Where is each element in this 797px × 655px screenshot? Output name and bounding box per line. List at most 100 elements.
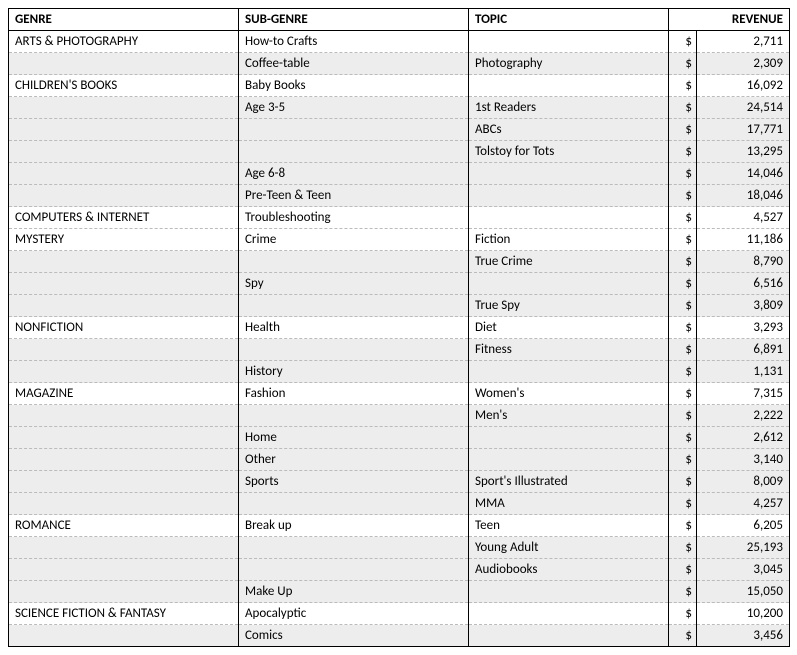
table-row: Fitness$6,891 [9,339,790,361]
cell-revenue: 3,456 [697,625,790,647]
table-row: MYSTERYCrimeFiction$11,186 [9,229,790,251]
cell-revenue: 3,045 [697,559,790,581]
cell-genre [9,97,239,119]
header-topic: TOPIC [469,9,669,31]
cell-genre [9,141,239,163]
cell-revenue: 25,193 [697,537,790,559]
cell-currency: $ [669,163,697,185]
table-row: SportsSport's Illustrated$8,009 [9,471,790,493]
cell-topic: True Spy [469,295,669,317]
cell-currency: $ [669,471,697,493]
cell-topic [469,603,669,625]
cell-genre: SCIENCE FICTION & FANTASY [9,603,239,625]
cell-subgenre: How-to Crafts [239,31,469,53]
cell-topic: Audiobooks [469,559,669,581]
cell-currency: $ [669,559,697,581]
cell-currency: $ [669,339,697,361]
cell-revenue: 2,612 [697,427,790,449]
cell-revenue: 6,891 [697,339,790,361]
cell-currency: $ [669,119,697,141]
table-row: COMPUTERS & INTERNETTroubleshooting$4,52… [9,207,790,229]
table-row: Coffee-tablePhotography$2,309 [9,53,790,75]
cell-subgenre: History [239,361,469,383]
cell-subgenre: Spy [239,273,469,295]
cell-subgenre: Troubleshooting [239,207,469,229]
cell-currency: $ [669,273,697,295]
cell-topic: Tolstoy for Tots [469,141,669,163]
cell-genre [9,537,239,559]
cell-subgenre [239,141,469,163]
cell-subgenre: Pre-Teen & Teen [239,185,469,207]
table-row: Men's$2,222 [9,405,790,427]
cell-topic: Men's [469,405,669,427]
table-row: CHILDREN'S BOOKSBaby Books$16,092 [9,75,790,97]
cell-currency: $ [669,207,697,229]
cell-genre [9,339,239,361]
cell-topic: Fiction [469,229,669,251]
cell-genre [9,559,239,581]
cell-genre [9,405,239,427]
table-row: MAGAZINEFashionWomen's$7,315 [9,383,790,405]
table-row: Make Up$15,050 [9,581,790,603]
cell-genre [9,185,239,207]
cell-topic [469,427,669,449]
cell-revenue: 3,809 [697,295,790,317]
cell-subgenre: Age 3-5 [239,97,469,119]
cell-subgenre [239,339,469,361]
table-row: Other$3,140 [9,449,790,471]
cell-revenue: 6,516 [697,273,790,295]
cell-revenue: 2,711 [697,31,790,53]
cell-genre: MAGAZINE [9,383,239,405]
cell-topic [469,163,669,185]
table-row: Home$2,612 [9,427,790,449]
cell-genre [9,295,239,317]
table-row: History$1,131 [9,361,790,383]
cell-revenue: 8,009 [697,471,790,493]
cell-currency: $ [669,141,697,163]
cell-currency: $ [669,295,697,317]
cell-genre [9,163,239,185]
header-subgenre: SUB-GENRE [239,9,469,31]
cell-currency: $ [669,75,697,97]
cell-topic: MMA [469,493,669,515]
cell-currency: $ [669,515,697,537]
cell-subgenre [239,251,469,273]
table-row: True Crime$8,790 [9,251,790,273]
cell-subgenre [239,559,469,581]
cell-revenue: 2,309 [697,53,790,75]
cell-genre [9,625,239,647]
cell-subgenre: Make Up [239,581,469,603]
cell-topic [469,361,669,383]
cell-genre [9,493,239,515]
cell-subgenre [239,295,469,317]
header-revenue: REVENUE [669,9,790,31]
cell-revenue: 4,527 [697,207,790,229]
table-row: ABCs$17,771 [9,119,790,141]
cell-revenue: 11,186 [697,229,790,251]
cell-revenue: 6,205 [697,515,790,537]
cell-currency: $ [669,53,697,75]
cell-revenue: 24,514 [697,97,790,119]
cell-subgenre: Coffee-table [239,53,469,75]
cell-genre [9,427,239,449]
cell-revenue: 7,315 [697,383,790,405]
table-row: Age 3-51st Readers$24,514 [9,97,790,119]
cell-currency: $ [669,97,697,119]
cell-subgenre: Apocalyptic [239,603,469,625]
cell-revenue: 4,257 [697,493,790,515]
cell-topic [469,625,669,647]
table-row: Comics$3,456 [9,625,790,647]
cell-revenue: 15,050 [697,581,790,603]
cell-revenue: 2,222 [697,405,790,427]
cell-genre [9,581,239,603]
cell-currency: $ [669,405,697,427]
cell-revenue: 10,200 [697,603,790,625]
cell-currency: $ [669,317,697,339]
revenue-table: GENRE SUB-GENRE TOPIC REVENUE ARTS & PHO… [8,8,790,647]
cell-currency: $ [669,251,697,273]
cell-revenue: 3,140 [697,449,790,471]
cell-topic: Teen [469,515,669,537]
cell-currency: $ [669,537,697,559]
table-row: Age 6-8$14,046 [9,163,790,185]
cell-genre [9,251,239,273]
